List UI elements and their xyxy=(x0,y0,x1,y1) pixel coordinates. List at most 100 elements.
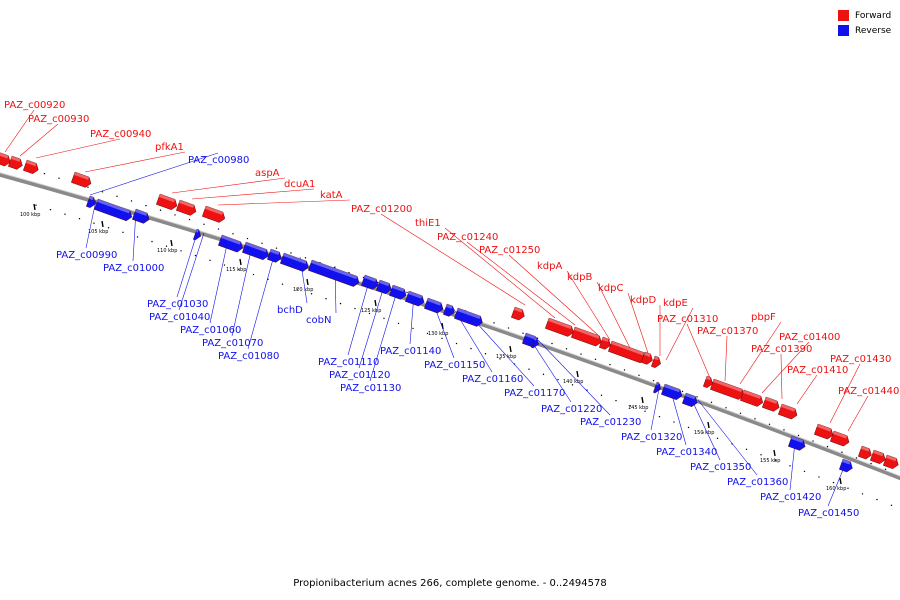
forward-gene-box xyxy=(830,430,850,447)
leader-line xyxy=(527,335,572,403)
tick-mark xyxy=(33,203,36,211)
track-dot xyxy=(165,245,168,247)
gene-label-paz-c01110: PAZ_c01110 xyxy=(318,357,379,368)
leader-line xyxy=(780,353,783,400)
reverse-gene-box xyxy=(682,392,698,407)
gene-label-paz-c00980: PAZ_c00980 xyxy=(188,155,249,166)
track-dot xyxy=(426,332,429,335)
track-dot xyxy=(275,247,278,249)
reverse-gene-box xyxy=(531,336,540,349)
track-dot xyxy=(43,172,46,175)
forward-gene-box xyxy=(0,151,11,167)
gene-label-paz-c01150: PAZ_c01150 xyxy=(424,360,485,371)
gene-label-kdpb: kdpB xyxy=(567,272,592,283)
leader-line xyxy=(689,395,721,461)
gene-label-kdpd: kdpD xyxy=(630,295,656,306)
reverse-gene-box xyxy=(242,241,269,261)
gene-label-paz-c01170: PAZ_c01170 xyxy=(504,388,565,399)
gene-label-paz-c01000: PAZ_c01000 xyxy=(103,263,164,274)
forward-gene-box xyxy=(651,355,661,368)
track-dot xyxy=(290,252,292,254)
leader-line xyxy=(847,395,869,432)
track-dot xyxy=(768,423,771,426)
track-dot xyxy=(818,476,820,478)
gene-label-paz-c01140: PAZ_c01140 xyxy=(380,346,441,357)
track-dot xyxy=(789,465,791,467)
track-dot xyxy=(354,307,356,310)
track-dot xyxy=(652,379,655,382)
track-dot xyxy=(470,347,472,350)
track-dot xyxy=(725,407,727,409)
track-dot xyxy=(870,462,872,465)
track-dot xyxy=(151,240,153,243)
track-dot xyxy=(739,412,742,414)
gene-label-paz-c01040: PAZ_c01040 xyxy=(149,312,210,323)
legend-forward-label: Forward xyxy=(855,10,892,21)
track-dot xyxy=(246,237,249,240)
track-dot xyxy=(760,454,762,456)
track-dot xyxy=(348,271,350,274)
track-dot xyxy=(383,317,385,320)
gene-label-paz-c01400: PAZ_c01400 xyxy=(779,332,840,343)
track-dot xyxy=(232,233,234,235)
legend-reverse-label: Reverse xyxy=(855,25,892,36)
track-dot xyxy=(64,213,66,215)
track-dot xyxy=(188,218,191,221)
figure-caption: Propionibacterium acnes 266, complete ge… xyxy=(293,578,607,589)
reverse-gene-box xyxy=(86,195,96,208)
leader-line xyxy=(444,227,556,319)
gene-label-kdpc: kdpC xyxy=(598,283,623,294)
reverse-gene-box xyxy=(94,198,133,222)
track-dot xyxy=(528,368,530,370)
forward-gene-box xyxy=(599,336,611,350)
tick-label: 145 kbp xyxy=(628,405,648,411)
track-dot xyxy=(455,342,458,345)
leader-line xyxy=(761,341,810,394)
gene-label-pbpf: pbpF xyxy=(751,312,776,323)
tick-label: 110 kbp xyxy=(157,248,177,254)
track-dot xyxy=(812,440,814,442)
leader-line xyxy=(380,213,526,306)
track-dot xyxy=(159,209,162,211)
track-dot xyxy=(406,291,408,294)
gene-label-kata: katA xyxy=(320,190,343,201)
track-dot xyxy=(855,457,858,459)
leader-line xyxy=(191,188,315,200)
forward-gene-box xyxy=(883,454,899,469)
gene-label-paz-c00940: PAZ_c00940 xyxy=(90,129,151,140)
gene-label-paz-c01230: PAZ_c01230 xyxy=(580,417,641,428)
track-dot xyxy=(261,242,263,245)
track-dot xyxy=(493,322,495,324)
track-dot xyxy=(377,281,379,284)
gene-label-paz-c01060: PAZ_c01060 xyxy=(180,325,241,336)
tick-label: 105 kbp xyxy=(88,229,108,235)
leader-line xyxy=(4,109,35,153)
reverse-gene-box xyxy=(405,290,425,307)
forward-gene-box xyxy=(545,317,574,337)
track-dot xyxy=(797,434,800,437)
reverse-gene-box xyxy=(308,259,360,287)
reverse-gene-box xyxy=(661,383,683,400)
gene-label-bchd: bchD xyxy=(277,305,303,316)
forward-gene-box xyxy=(870,449,886,464)
gene-label-paz-c01440: PAZ_c01440 xyxy=(838,386,899,397)
reverse-gene-box xyxy=(218,234,243,253)
track-dot xyxy=(696,396,698,398)
track-dot xyxy=(623,369,626,371)
tick-mark xyxy=(576,370,579,378)
track-dot xyxy=(542,373,545,376)
gene-label-paz-c01030: PAZ_c01030 xyxy=(147,299,208,310)
leader-line xyxy=(176,229,199,298)
reverse-gene-box xyxy=(653,381,662,394)
track-dot xyxy=(87,186,89,188)
forward-gene-box xyxy=(710,378,745,400)
leader-line xyxy=(35,138,121,159)
track-dot xyxy=(499,358,501,360)
gene-label-cobn: cobN xyxy=(306,315,331,326)
forward-gene-box xyxy=(778,403,798,420)
forward-gene-box xyxy=(156,193,178,210)
gene-label-paz-c01320: PAZ_c01320 xyxy=(621,432,682,443)
leader-line xyxy=(217,199,351,206)
gene-label-paz-c01160: PAZ_c01160 xyxy=(462,374,523,385)
